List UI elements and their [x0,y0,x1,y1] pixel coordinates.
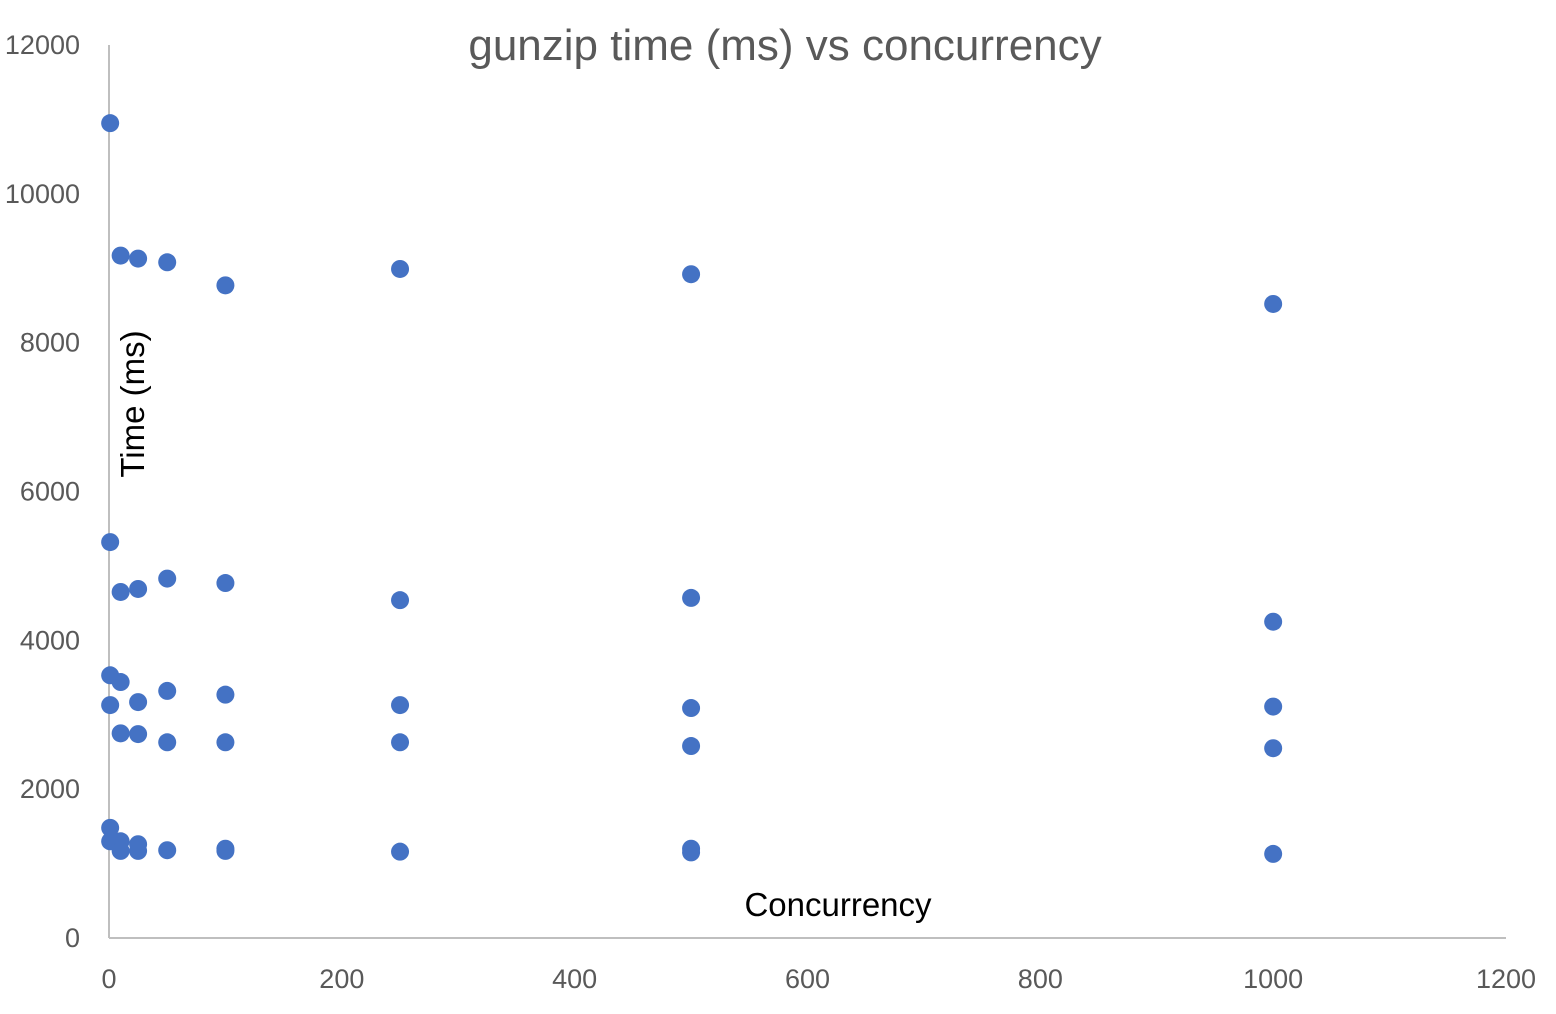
x-axis-title: Concurrency [744,886,932,923]
data-point [216,733,235,752]
y-axis-title: Time (ms) [114,330,151,477]
data-point [129,579,148,598]
data-point [158,681,177,700]
data-point [158,733,177,752]
data-point [101,533,120,552]
data-point [101,696,120,715]
data-point [391,733,410,752]
y-tick-label: 0 [65,923,80,953]
y-tick-label: 2000 [20,774,80,804]
x-tick-label: 400 [552,964,597,994]
data-point [158,841,177,860]
data-point [682,265,701,284]
data-point [216,685,235,704]
data-point [101,114,120,133]
x-tick-label: 1000 [1243,964,1303,994]
data-point [111,673,130,692]
data-point [682,588,701,607]
data-point [391,696,410,715]
data-point [391,259,410,278]
data-point [1264,697,1283,716]
data-point [682,843,701,862]
y-tick-label: 8000 [20,328,80,358]
data-point [1264,612,1283,631]
data-point [682,737,701,756]
data-point [129,725,148,744]
x-tick-label: 800 [1018,964,1063,994]
x-tick-label: 600 [785,964,830,994]
x-tick-label: 1200 [1476,964,1536,994]
x-tick-label: 200 [319,964,364,994]
x-tick-label: 0 [101,964,116,994]
data-point [1264,294,1283,313]
data-point [129,249,148,268]
y-tick-label: 6000 [20,477,80,507]
data-point [101,818,120,837]
data-point [216,574,235,593]
data-points [101,114,1283,863]
y-tick-labels: 0 2000 4000 6000 8000 10000 12000 [5,30,80,953]
data-point [391,591,410,610]
data-point [111,582,130,601]
y-tick-label: 12000 [5,30,80,60]
chart-title: gunzip time (ms) vs concurrency [468,21,1101,70]
data-point [158,569,177,588]
y-tick-label: 10000 [5,179,80,209]
data-point [129,693,148,712]
data-point [111,724,130,743]
data-point [129,841,148,860]
data-point [216,276,235,295]
data-point [682,699,701,718]
data-point [1264,739,1283,758]
data-point [391,842,410,861]
y-tick-label: 4000 [20,625,80,655]
data-point [216,841,235,860]
x-tick-labels: 0 200 400 600 800 1000 1200 [101,964,1536,994]
data-point [111,841,130,860]
data-point [111,246,130,265]
data-point [1264,844,1283,863]
data-point [158,253,177,272]
